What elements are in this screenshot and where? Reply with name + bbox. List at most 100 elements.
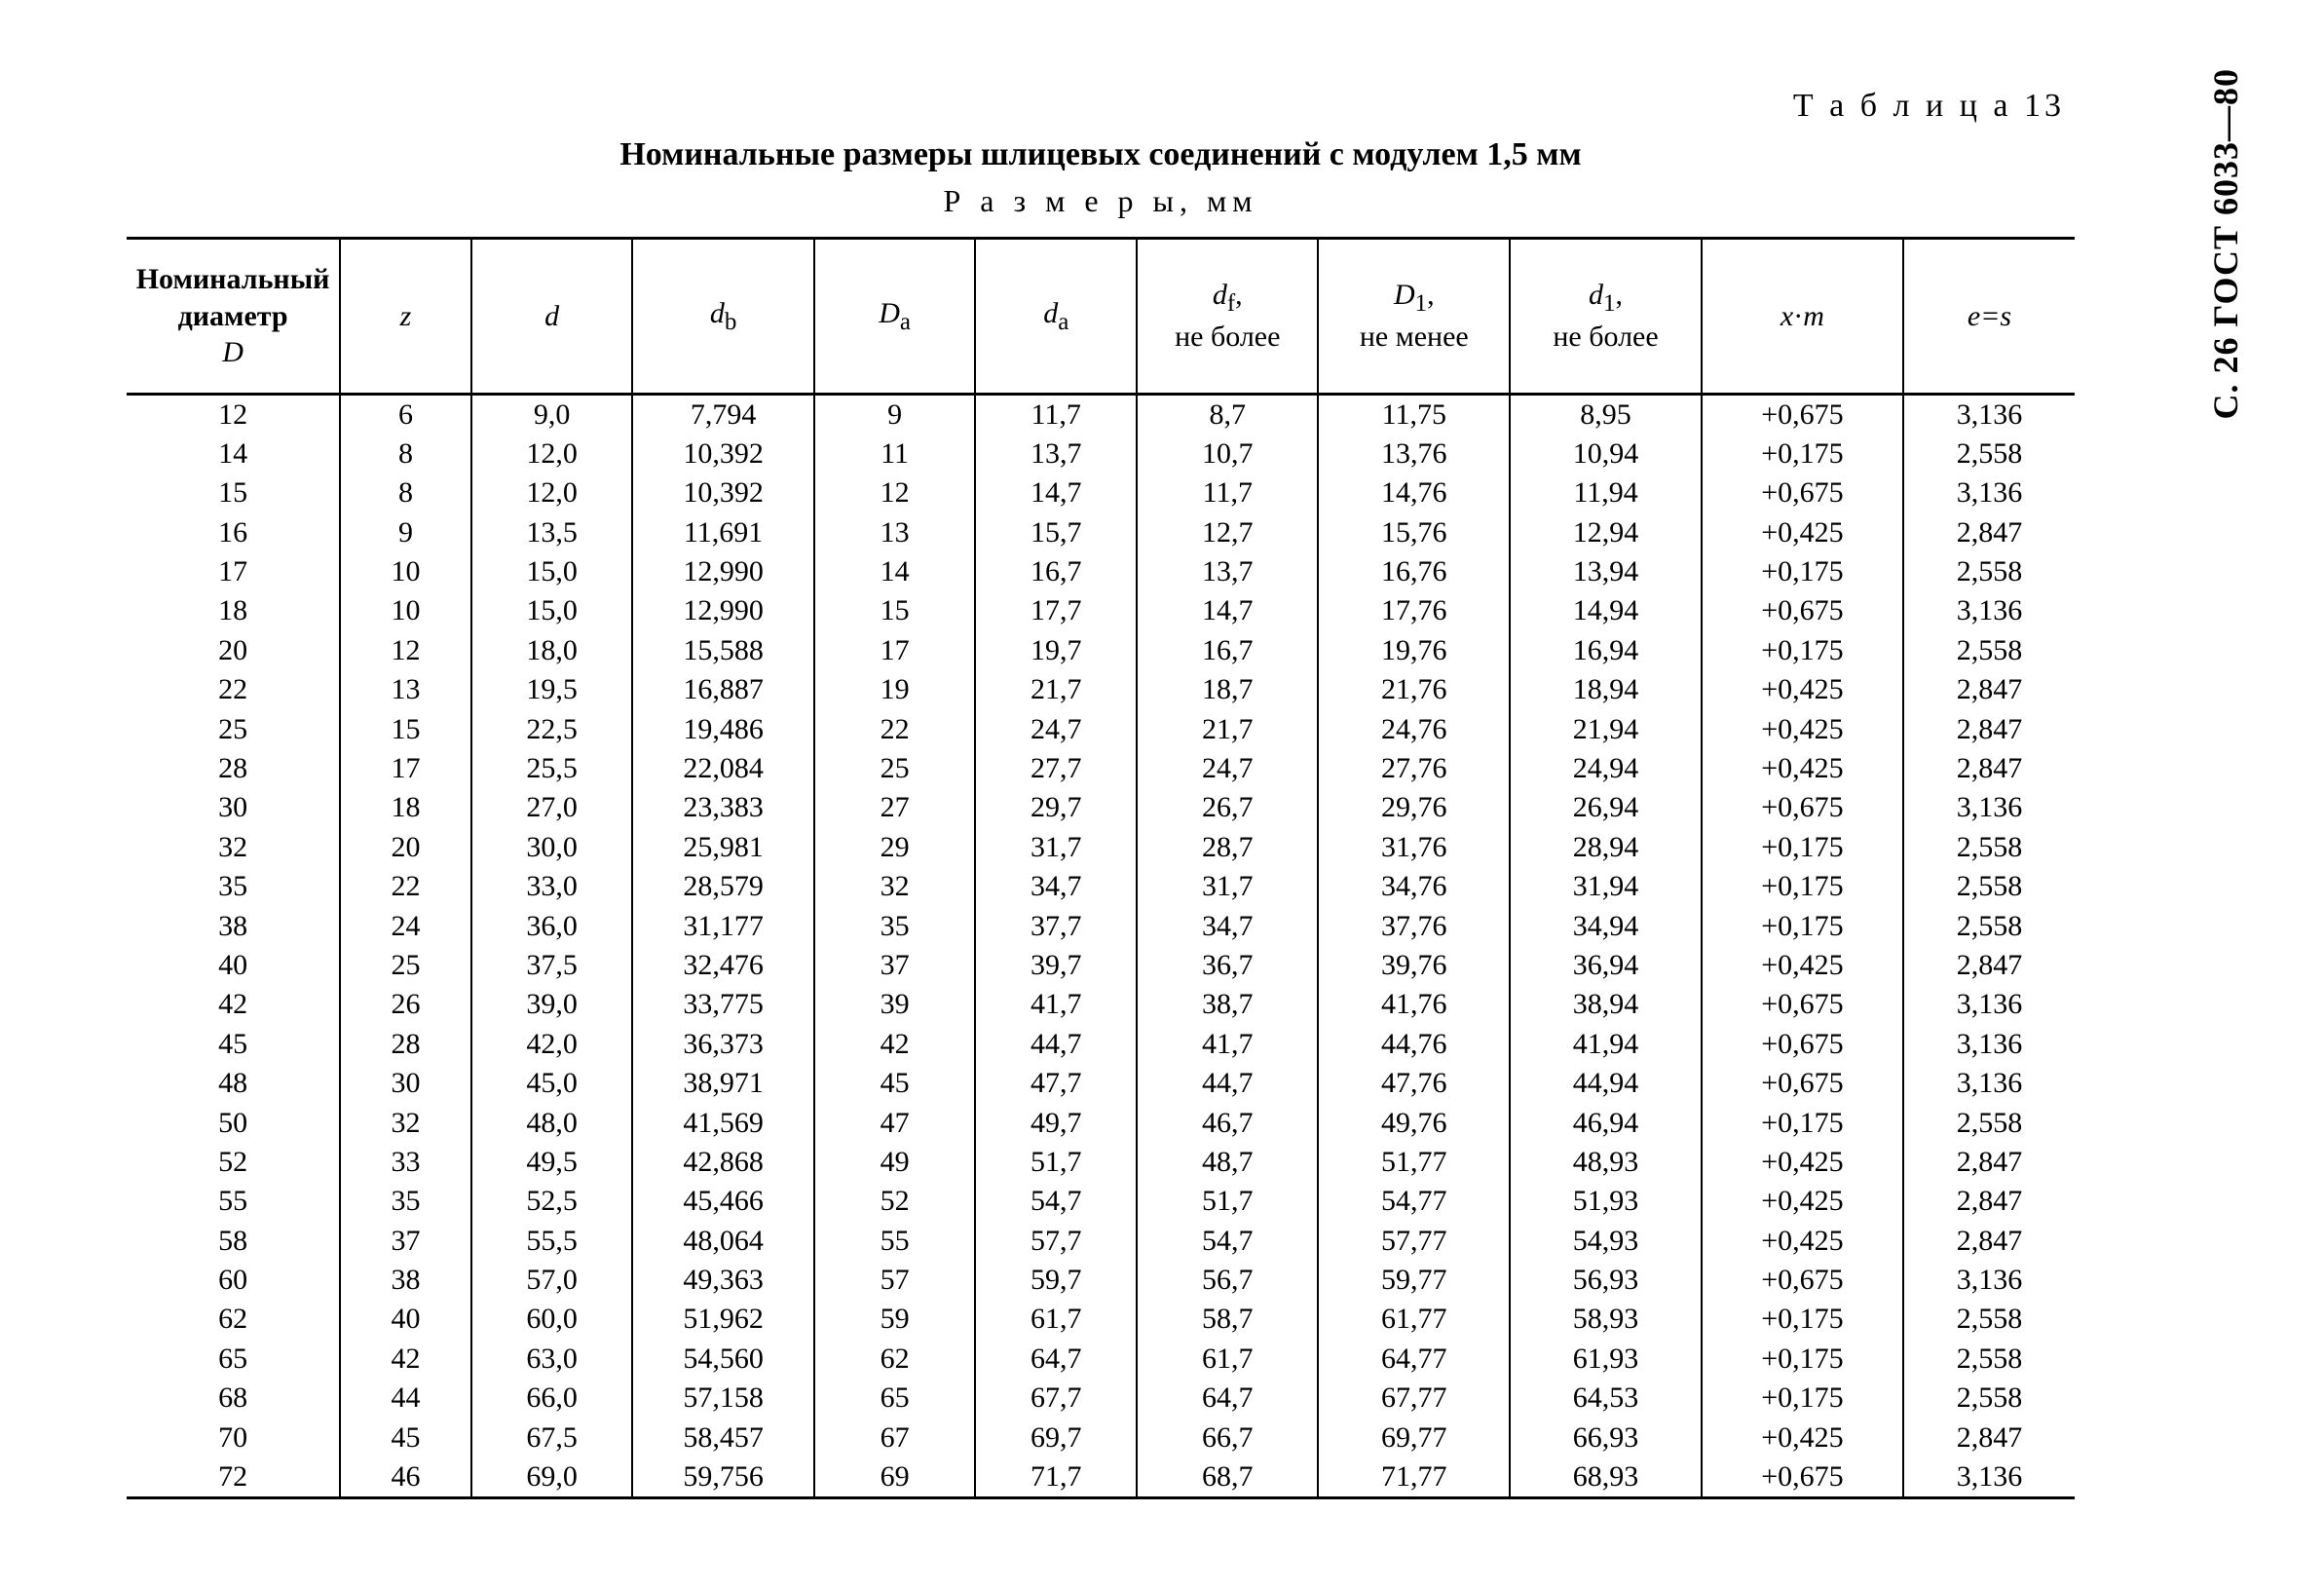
table-row: 684466,057,1586567,764,767,7764,53+0,175… [127, 1379, 2075, 1418]
table-cell: +0,175 [1702, 1104, 1903, 1143]
table-cell: 12 [814, 473, 976, 512]
table-cell: 54,7 [1137, 1222, 1318, 1261]
table-cell: 24,7 [975, 710, 1137, 749]
table-cell: 14,7 [975, 473, 1137, 512]
table-cell: 68 [127, 1379, 340, 1418]
table-cell: 65 [127, 1340, 340, 1379]
table-cell: 14 [127, 435, 340, 473]
table-cell: 37 [340, 1222, 471, 1261]
table-cell: 30 [340, 1064, 471, 1103]
table-cell: 16 [127, 513, 340, 552]
table-cell: 10,94 [1510, 435, 1702, 473]
table-cell: +0,425 [1702, 710, 1903, 749]
table-cell: 56,93 [1510, 1261, 1702, 1300]
table-cell: 58,457 [632, 1419, 813, 1457]
table-cell: 63,0 [471, 1340, 633, 1379]
table-row: 553552,545,4665254,751,754,7751,93+0,425… [127, 1182, 2075, 1221]
table-cell: 61,7 [975, 1300, 1137, 1339]
table-row: 422639,033,7753941,738,741,7638,94+0,675… [127, 985, 2075, 1024]
table-cell: +0,425 [1702, 1143, 1903, 1182]
table-cell: 42,0 [471, 1025, 633, 1064]
table-row: 503248,041,5694749,746,749,7646,94+0,175… [127, 1104, 2075, 1143]
table-cell: 2,558 [1903, 828, 2075, 867]
table-cell: 3,136 [1903, 591, 2075, 630]
table-cell: 51,962 [632, 1300, 813, 1339]
table-cell: 67,7 [975, 1379, 1137, 1418]
table-cell: 37,76 [1318, 907, 1510, 946]
table-cell: 44,76 [1318, 1025, 1510, 1064]
table-cell: 16,76 [1318, 552, 1510, 591]
table-cell: 52 [127, 1143, 340, 1182]
table-cell: 2,847 [1903, 513, 2075, 552]
table-cell: 11,94 [1510, 473, 1702, 512]
table-cell: 36,0 [471, 907, 633, 946]
table-cell: 40 [127, 946, 340, 985]
table-cell: 2,558 [1903, 907, 2075, 946]
table-cell: 22,084 [632, 749, 813, 788]
table-cell: 2,558 [1903, 552, 2075, 591]
table-cell: 72 [127, 1457, 340, 1498]
col-header-d: d [471, 239, 633, 395]
table-cell: 54,77 [1318, 1182, 1510, 1221]
table-row: 221319,516,8871921,718,721,7618,94+0,425… [127, 670, 2075, 709]
table-cell: +0,425 [1702, 670, 1903, 709]
table-cell: 13 [340, 670, 471, 709]
table-cell: 54,7 [975, 1182, 1137, 1221]
table-cell: 21,7 [975, 670, 1137, 709]
table-cell: 44,7 [975, 1025, 1137, 1064]
table-cell: 25 [814, 749, 976, 788]
col-header-da: da [975, 239, 1137, 395]
table-cell: 49,7 [975, 1104, 1137, 1143]
table-cell: 2,847 [1903, 1143, 2075, 1182]
table-cell: 3,136 [1903, 1025, 2075, 1064]
table-cell: 35 [127, 867, 340, 906]
table-cell: 2,847 [1903, 749, 2075, 788]
table-cell: 3,136 [1903, 1457, 2075, 1498]
table-cell: 32,476 [632, 946, 813, 985]
table-cell: 2,847 [1903, 710, 2075, 749]
table-cell: +0,175 [1702, 631, 1903, 670]
table-cell: 28,94 [1510, 828, 1702, 867]
table-cell: 31,7 [975, 828, 1137, 867]
table-cell: 25 [340, 946, 471, 985]
table-cell: +0,675 [1702, 985, 1903, 1024]
table-cell: 66,0 [471, 1379, 633, 1418]
table-cell: 2,558 [1903, 1340, 2075, 1379]
table-cell: 45,0 [471, 1064, 633, 1103]
table-cell: 26,94 [1510, 788, 1702, 827]
table-cell: 56,7 [1137, 1261, 1318, 1300]
table-cell: 58,93 [1510, 1300, 1702, 1339]
table-cell: +0,675 [1702, 1025, 1903, 1064]
table-cell: 10,392 [632, 435, 813, 473]
table-row: 281725,522,0842527,724,727,7624,94+0,425… [127, 749, 2075, 788]
table-cell: 37,5 [471, 946, 633, 985]
table-cell: 14,7 [1137, 591, 1318, 630]
table-cell: 50 [127, 1104, 340, 1143]
col-header-es: e=s [1903, 239, 2075, 395]
table-cell: 35 [340, 1182, 471, 1221]
table-cell: 64,53 [1510, 1379, 1702, 1418]
table-row: 654263,054,5606264,761,764,7761,93+0,175… [127, 1340, 2075, 1379]
table-cell: 67,5 [471, 1419, 633, 1457]
table-cell: 26 [340, 985, 471, 1024]
table-cell: 22 [814, 710, 976, 749]
table-cell: 67 [814, 1419, 976, 1457]
table-cell: 33 [340, 1143, 471, 1182]
table-cell: 33,775 [632, 985, 813, 1024]
table-row: 251522,519,4862224,721,724,7621,94+0,425… [127, 710, 2075, 749]
table-subtitle: Р а з м е р ы, мм [127, 183, 2075, 219]
table-cell: 52,5 [471, 1182, 633, 1221]
table-cell: 51,93 [1510, 1182, 1702, 1221]
col-header-d1: d1,не более [1510, 239, 1702, 395]
table-cell: 28 [127, 749, 340, 788]
table-cell: 12,94 [1510, 513, 1702, 552]
table-cell: 38 [340, 1261, 471, 1300]
table-cell: 41,76 [1318, 985, 1510, 1024]
table-cell: 11,7 [975, 394, 1137, 435]
table-cell: 45 [340, 1419, 471, 1457]
table-cell: 52 [814, 1182, 976, 1221]
table-cell: 13,94 [1510, 552, 1702, 591]
table-cell: 8 [340, 473, 471, 512]
table-cell: 36,94 [1510, 946, 1702, 985]
table-cell: 65 [814, 1379, 976, 1418]
